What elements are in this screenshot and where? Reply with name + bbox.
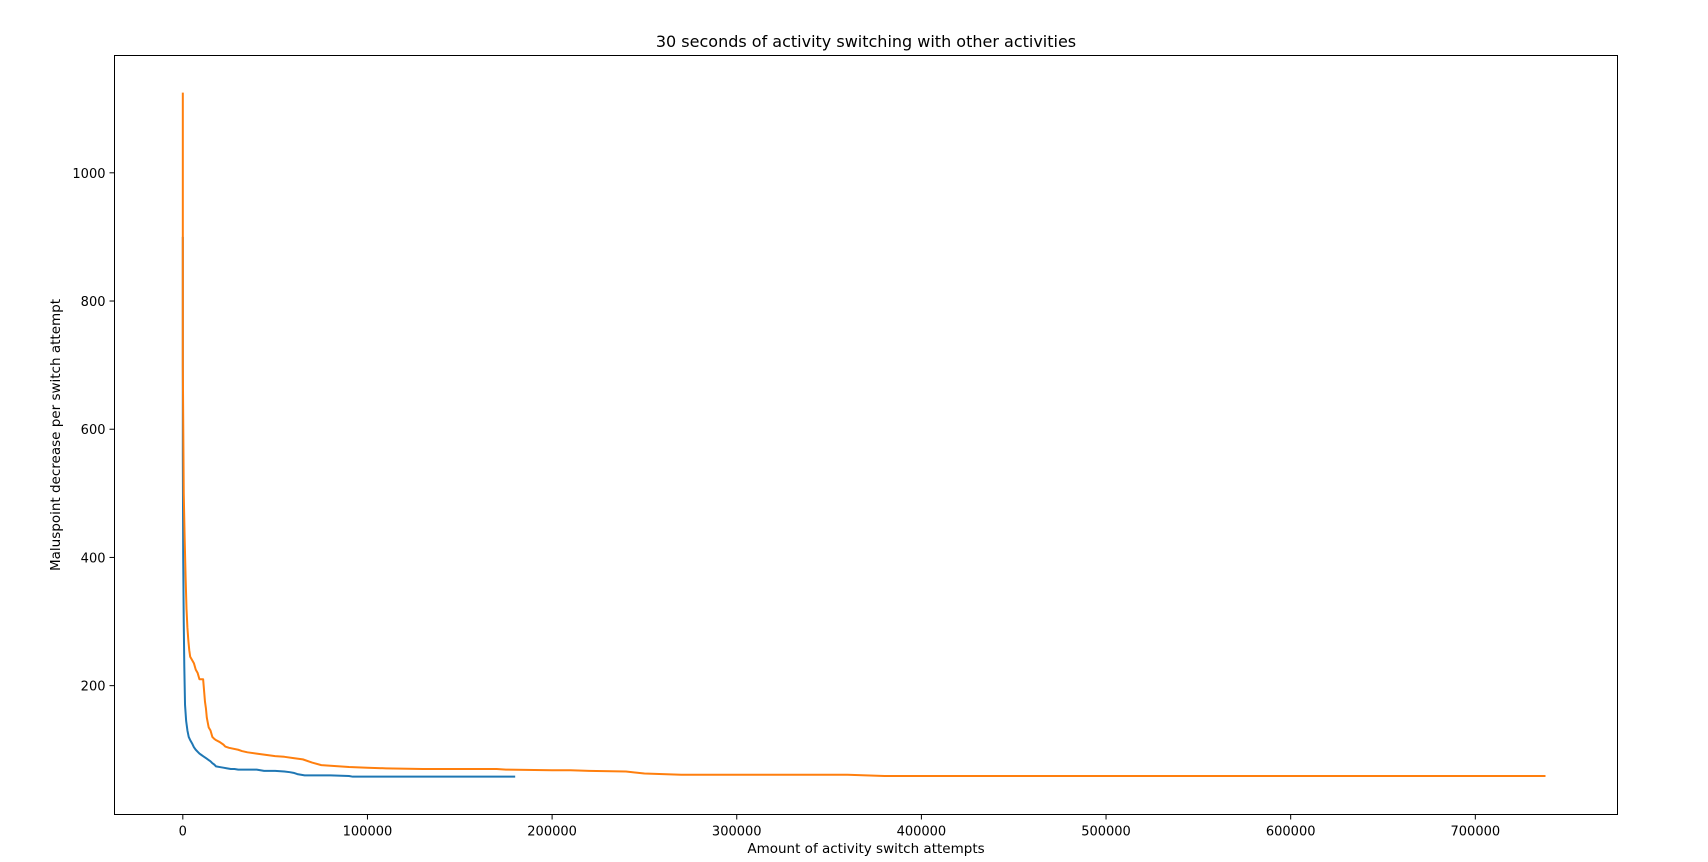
x-tick-label: 300000 <box>712 825 762 840</box>
plot-frame <box>114 55 1618 815</box>
plot-lines <box>181 92 1546 778</box>
x-tick-label: 600000 <box>1266 825 1316 840</box>
y-tick-label: 400 <box>81 551 106 566</box>
x-tick-label: 400000 <box>897 825 947 840</box>
x-axis: 0 100000 200000 300000 400000 500000 600000 700… <box>179 814 1501 840</box>
series-line-1 <box>181 236 516 778</box>
x-tick-label: 700000 <box>1451 825 1501 840</box>
x-tick-label: 100000 <box>343 825 393 840</box>
x-axis-label: Amount of activity switch attempts <box>747 841 984 857</box>
x-tick-label: 0 <box>179 825 187 840</box>
y-axis-label: Maluspoint decrease per switch attempt <box>48 299 64 571</box>
y-tick-label: 200 <box>81 680 106 695</box>
y-tick-label: 800 <box>81 295 106 310</box>
y-tick-label: 1000 <box>72 167 105 182</box>
y-tick-label: 600 <box>81 423 106 438</box>
x-tick-label: 500000 <box>1081 825 1131 840</box>
chart-title: 30 seconds of activity switching with ot… <box>656 32 1076 51</box>
x-tick-label: 200000 <box>527 825 577 840</box>
series-line-2 <box>181 92 1546 778</box>
y-axis: 200 400 600 800 1000 <box>72 167 115 695</box>
